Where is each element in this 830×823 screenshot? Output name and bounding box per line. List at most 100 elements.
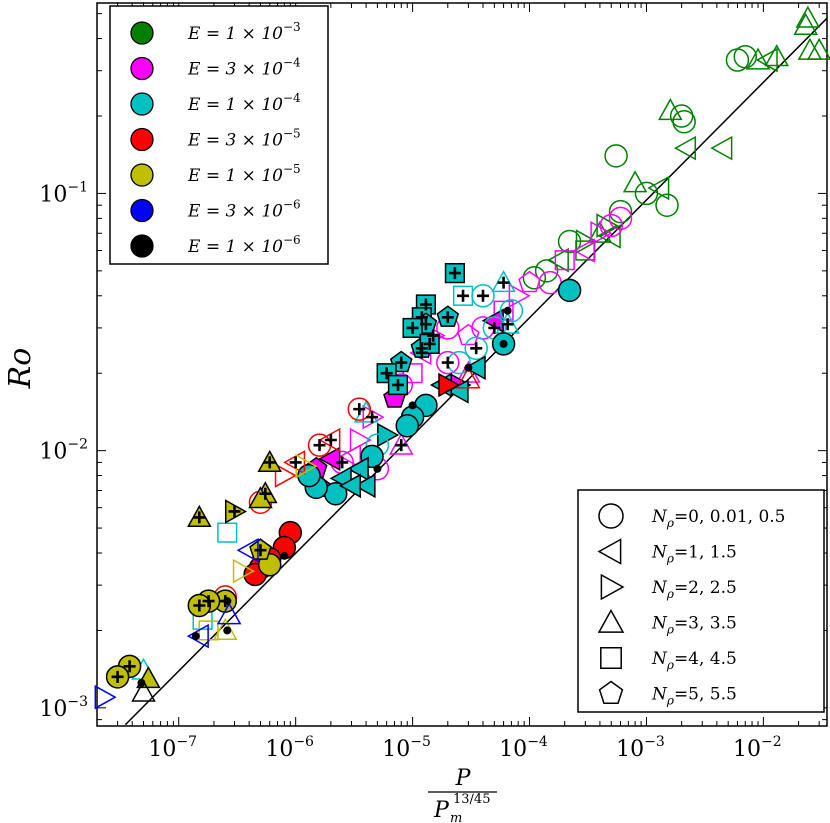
y-tick-label: 10−1 [39,179,88,207]
data-point [373,464,382,473]
cross-marker [476,289,489,302]
data-point [672,109,696,134]
e-legend-label: E = 1 × 10−6 [187,233,301,257]
data-point [499,298,524,323]
cross-marker [366,411,379,424]
data-point [347,397,372,421]
cross-marker [193,599,206,612]
n-legend: Nρ=0, 0.01, 0.5 Nρ=1, 1.5 Nρ=2, 2.5 Nρ=3, 3… [577,489,825,713]
data-points [94,5,830,710]
data-point [137,678,146,687]
cross-markers [111,267,514,683]
n-legend-marker [598,503,624,529]
data-point [546,247,569,273]
cross-marker [457,289,470,302]
cross-marker [289,456,302,469]
series-E=3e-6 [94,537,259,710]
data-point [191,632,200,641]
data-point [658,98,683,121]
series-E=1e-5 [105,449,318,689]
cross-marker [441,356,454,369]
data-point [297,463,321,488]
n-legend-label: Nρ=5, 5.5 [651,685,737,708]
e-legend-marker [130,234,154,258]
cross-marker [497,276,510,289]
data-point [318,446,341,472]
series-E=1e-6 [131,306,512,702]
data-point [499,339,508,348]
data-point [522,266,547,290]
cross-marker [123,660,136,673]
e-legend-marker [130,127,154,152]
data-point [508,283,531,309]
cross-marker [380,367,393,380]
data-point [806,37,830,60]
data-point [280,551,289,560]
data-point [456,366,481,389]
data-point [503,306,512,315]
data-point [438,372,461,398]
cross-marker [353,403,366,416]
data-point [590,220,613,246]
cross-marker [395,356,408,369]
e-legend-marker [130,21,154,45]
n-legend-marker [597,538,622,565]
data-point [795,5,821,28]
x-axis-label-denominator-sub: m [450,811,462,823]
cross-marker [488,321,501,334]
x-tick-label: 10−5 [382,734,431,762]
data-point [223,626,232,635]
cross-marker [427,329,440,342]
e-legend-label: E = 1 × 10−4 [187,91,301,115]
data-point [232,558,255,584]
data-point [608,206,633,231]
axis-ticks: 10−7 10−6 10−5 10−4 10−3 10−2 10−3 10−2 10−1 [39,3,827,762]
x-tick-label: 10−6 [265,734,314,762]
data-point [464,363,473,372]
cross-marker [324,433,337,446]
data-point [557,278,582,303]
data-point [622,170,648,193]
data-point [94,684,117,710]
data-point [216,602,242,625]
data-point [604,144,628,168]
x-axis-label-denominator: P [433,798,450,823]
e-legend-marker [130,92,154,116]
data-point [598,224,621,249]
data-point [608,199,633,224]
cross-marker [391,378,404,391]
n-legend-marker [597,608,625,633]
data-point [710,135,733,161]
data-point [464,336,488,361]
data-point [436,350,460,375]
axes-frame [96,2,828,727]
data-point [274,463,297,488]
e-legend-label: E = 1 × 10−5 [187,162,301,186]
data-point [599,213,624,238]
x-axis-label-denominator-sup: 13/45 [453,792,490,807]
e-legend-label: E = 3 × 10−4 [187,56,301,80]
cross-marker [313,439,326,452]
y-tick-label: 10−3 [39,694,88,722]
data-point [764,44,789,67]
cross-marker [259,487,272,500]
data-point [647,175,670,201]
n-legend-label: Nρ=4, 4.5 [651,649,737,672]
e-legend-label: E = 1 × 10−3 [187,20,301,44]
x-tick-label: 10−4 [499,734,548,762]
data-point [655,193,679,217]
x-tick-label: 10−2 [733,734,782,762]
n-legend-marker [600,573,625,601]
cross-marker [441,311,454,324]
cross-marker [406,321,419,334]
data-point [745,47,771,70]
data-point [395,413,419,438]
cross-marker [415,346,428,359]
data-point [793,12,818,35]
data-point [217,522,238,543]
n-legend-label: Nρ=3, 3.5 [651,614,737,637]
data-point [338,444,362,469]
x-tick-label: 10−7 [148,734,197,762]
cross-marker [254,544,267,557]
data-point [131,679,156,702]
